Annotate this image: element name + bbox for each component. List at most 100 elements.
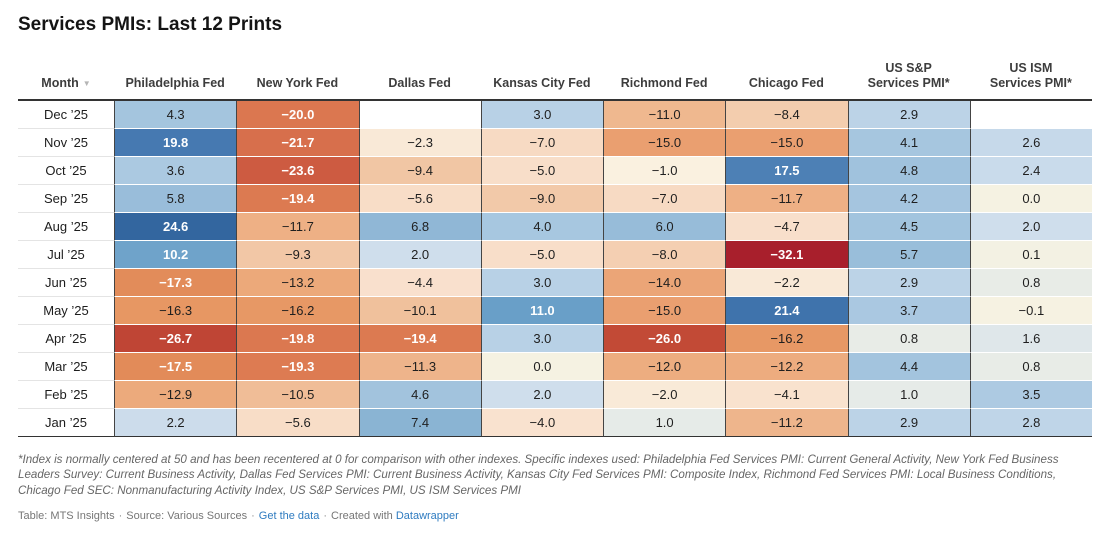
heatmap-cell: −1.0 bbox=[603, 157, 726, 186]
column-header-month[interactable]: Month ▼ bbox=[18, 61, 114, 102]
column-header-kansas-city-fed[interactable]: Kansas City Fed bbox=[480, 61, 603, 102]
table-credit: Table: MTS Insights bbox=[18, 509, 115, 522]
heatmap-cell: 4.1 bbox=[847, 129, 970, 158]
heatmap-cell: 2.6 bbox=[969, 129, 1092, 158]
heatmap-cell: 2.0 bbox=[480, 381, 603, 410]
column-header-new-york-fed[interactable]: New York Fed bbox=[236, 61, 359, 102]
table-row: Oct ’25 3.6 −23.6 −9.4 −5.0 −1.0 17.5 4.8 2.4 bbox=[18, 157, 1092, 186]
column-header-chicago-fed[interactable]: Chicago Fed bbox=[725, 61, 848, 102]
created-with-label: Created with bbox=[331, 509, 393, 522]
heatmap-cell: −21.7 bbox=[236, 129, 359, 158]
column-header-dallas-fed[interactable]: Dallas Fed bbox=[358, 61, 481, 102]
heatmap-cell: −11.3 bbox=[358, 353, 481, 382]
heatmap-cell: −13.2 bbox=[236, 269, 359, 298]
heatmap-cell: 3.0 bbox=[480, 325, 603, 354]
month-cell: Apr ’25 bbox=[18, 325, 114, 354]
heatmap-cell: −16.2 bbox=[725, 325, 848, 354]
footer-separator: · bbox=[251, 509, 255, 522]
heatmap-cell: −11.2 bbox=[725, 409, 848, 438]
heatmap-cell: 3.0 bbox=[480, 101, 603, 130]
month-cell: Feb ’25 bbox=[18, 381, 114, 410]
heatmap-cell: −7.0 bbox=[603, 185, 726, 214]
heatmap-cell: 4.4 bbox=[847, 353, 970, 382]
heatmap-cell: −8.0 bbox=[603, 241, 726, 270]
month-header-label: Month bbox=[41, 76, 79, 91]
heatmap-cell: −5.6 bbox=[236, 409, 359, 438]
column-header-us-s-p-services-pmi[interactable]: US S&P Services PMI* bbox=[847, 60, 970, 102]
heatmap-cell: 5.7 bbox=[847, 241, 970, 270]
heatmap-cell: 2.8 bbox=[969, 409, 1092, 438]
table-row: Dec ’25 4.3 −20.0 3.0 −11.0 −8.4 2.9 bbox=[18, 101, 1092, 130]
heatmap-cell: −19.3 bbox=[236, 353, 359, 382]
heatmap-cell: 6.8 bbox=[358, 213, 481, 242]
page-title: Services PMIs: Last 12 Prints bbox=[18, 14, 283, 35]
heatmap-cell: −10.5 bbox=[236, 381, 359, 410]
column-header-label: US ISM bbox=[1009, 60, 1053, 75]
month-cell: Jan ’25 bbox=[18, 409, 114, 438]
column-header-philadelphia-fed[interactable]: Philadelphia Fed bbox=[114, 61, 237, 102]
month-cell: Jul ’25 bbox=[18, 241, 114, 270]
heatmap-cell: 2.2 bbox=[114, 409, 237, 438]
table-row: Jan ’25 2.2 −5.6 7.4 −4.0 1.0 −11.2 2.9 2.8 bbox=[18, 409, 1092, 438]
heatmap-cell: −2.2 bbox=[725, 269, 848, 298]
heatmap-cell: −32.1 bbox=[725, 241, 848, 270]
source-credit: Source: Various Sources bbox=[126, 509, 248, 522]
table-header-row: Month ▼ Philadelphia Fed New York Fed Dallas… bbox=[18, 60, 1092, 102]
heatmap-cell: 11.0 bbox=[480, 297, 603, 326]
heatmap-cell: −9.0 bbox=[480, 185, 603, 214]
heatmap-cell: −16.3 bbox=[114, 297, 237, 326]
month-cell: Dec ’25 bbox=[18, 101, 114, 130]
heatmap-cell: 3.0 bbox=[480, 269, 603, 298]
heatmap-cell: 0.8 bbox=[969, 353, 1092, 382]
heatmap-cell: 17.5 bbox=[725, 157, 848, 186]
table-row: Feb ’25 −12.9 −10.5 4.6 2.0 −2.0 −4.1 1.0 3.5 bbox=[18, 381, 1092, 410]
column-header-label: Philadelphia Fed bbox=[125, 76, 225, 91]
heatmap-cell: 1.0 bbox=[847, 381, 970, 410]
heatmap-cell: −4.7 bbox=[725, 213, 848, 242]
heatmap-cell: 4.6 bbox=[358, 381, 481, 410]
heatmap-cell: 2.9 bbox=[847, 269, 970, 298]
table-row: Mar ’25 −17.5 −19.3 −11.3 0.0 −12.0 −12.2 4.4 0.… bbox=[18, 353, 1092, 382]
heatmap-cell: −12.0 bbox=[603, 353, 726, 382]
get-the-data-link[interactable]: Get the data bbox=[258, 509, 320, 522]
month-cell: Jun ’25 bbox=[18, 269, 114, 298]
heatmap-cell: −15.0 bbox=[725, 129, 848, 158]
table-row: Jul ’25 10.2 −9.3 2.0 −5.0 −8.0 −32.1 5.7 0.1 bbox=[18, 241, 1092, 270]
column-header-richmond-fed[interactable]: Richmond Fed bbox=[603, 61, 726, 102]
heatmap-cell: −5.6 bbox=[358, 185, 481, 214]
pmi-heatmap-table: Month ▼ Philadelphia Fed New York Fed Dallas… bbox=[18, 60, 1092, 438]
heatmap-cell: −12.9 bbox=[114, 381, 237, 410]
month-cell: Aug ’25 bbox=[18, 213, 114, 242]
heatmap-cell: 21.4 bbox=[725, 297, 848, 326]
heatmap-cell: 1.0 bbox=[603, 409, 726, 438]
month-cell: Nov ’25 bbox=[18, 129, 114, 158]
heatmap-cell: 1.6 bbox=[969, 325, 1092, 354]
heatmap-cell bbox=[969, 101, 1092, 130]
heatmap-cell: 0.8 bbox=[847, 325, 970, 354]
heatmap-cell: −15.0 bbox=[603, 297, 726, 326]
heatmap-cell: −14.0 bbox=[603, 269, 726, 298]
heatmap-cell: 10.2 bbox=[114, 241, 237, 270]
heatmap-cell: 24.6 bbox=[114, 213, 237, 242]
heatmap-cell: −7.0 bbox=[480, 129, 603, 158]
column-header-label: Services PMI* bbox=[989, 76, 1072, 91]
sort-descending-icon: ▼ bbox=[82, 79, 91, 89]
column-header-label: Services PMI* bbox=[867, 76, 950, 91]
table-row: Apr ’25 −26.7 −19.8 −19.4 3.0 −26.0 −16.2 0.8 1.… bbox=[18, 325, 1092, 354]
heatmap-cell: 0.0 bbox=[969, 185, 1092, 214]
column-header-us-ism-services-pmi[interactable]: US ISM Services PMI* bbox=[969, 60, 1092, 102]
heatmap-cell: −19.4 bbox=[358, 325, 481, 354]
heatmap-cell: −12.2 bbox=[725, 353, 848, 382]
heatmap-cell: 0.1 bbox=[969, 241, 1092, 270]
heatmap-cell: −16.2 bbox=[236, 297, 359, 326]
table-row: Nov ’25 19.8 −21.7 −2.3 −7.0 −15.0 −15.0 4.1 2.6 bbox=[18, 129, 1092, 158]
datawrapper-link[interactable]: Datawrapper bbox=[395, 509, 459, 522]
heatmap-cell: −26.0 bbox=[603, 325, 726, 354]
heatmap-cell: 2.0 bbox=[358, 241, 481, 270]
heatmap-cell: −9.4 bbox=[358, 157, 481, 186]
column-header-label: US S&P bbox=[885, 60, 932, 75]
column-header-label: Kansas City Fed bbox=[493, 76, 591, 91]
month-cell: Mar ’25 bbox=[18, 353, 114, 382]
heatmap-cell: 2.0 bbox=[969, 213, 1092, 242]
table-row: May ’25 −16.3 −16.2 −10.1 11.0 −15.0 21.4 3.7 −0… bbox=[18, 297, 1092, 326]
